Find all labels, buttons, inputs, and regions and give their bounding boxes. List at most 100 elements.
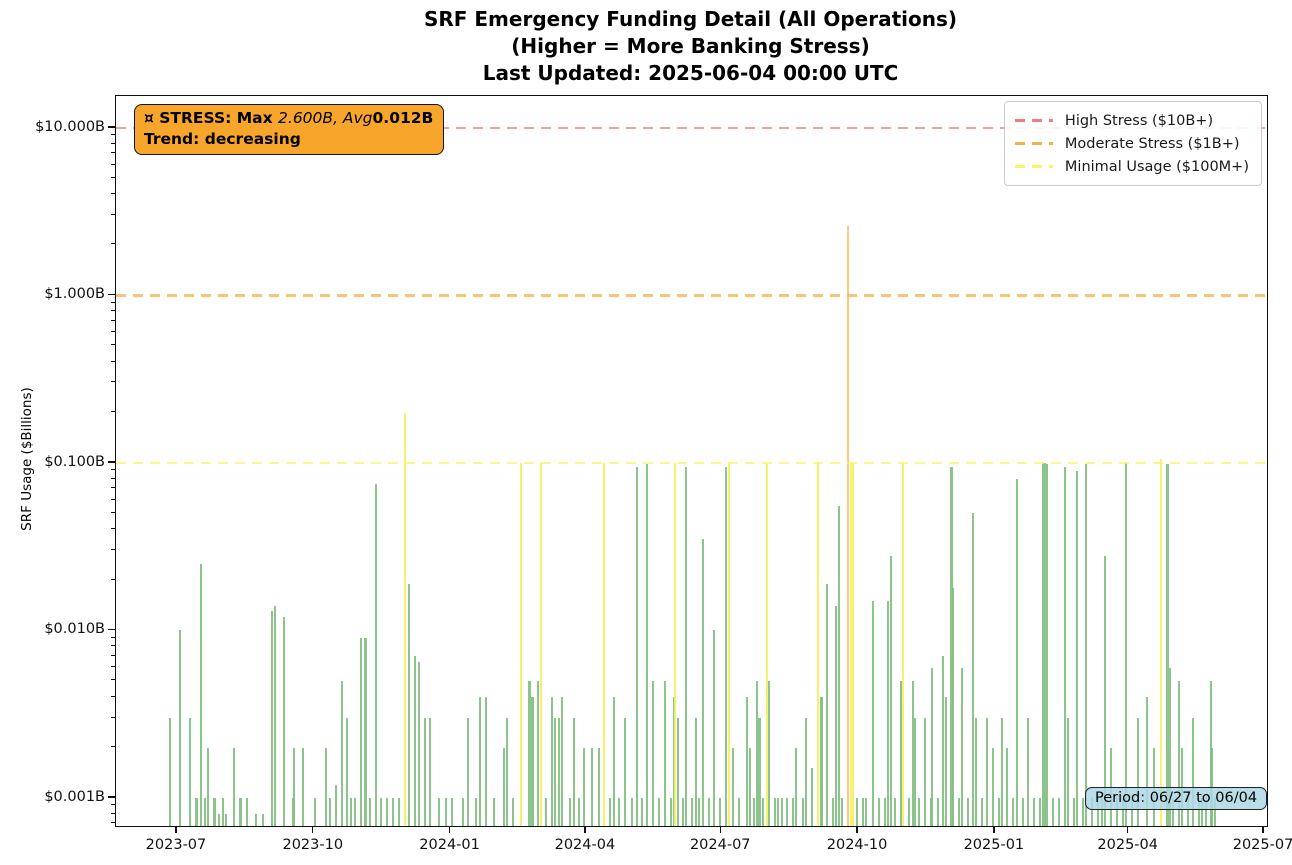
srf-operation-bar [664,681,666,826]
srf-operation-bar [847,226,849,826]
srf-operation-bar [418,662,420,826]
srf-operation-bar [942,656,944,826]
srf-operation-bar [967,798,969,826]
srf-operation-bar [583,748,585,827]
stress-annotation-box: ¤ STRESS: Max 2.600B, Avg0.012B Trend: d… [134,104,444,155]
srf-operation-bar [408,584,410,826]
srf-operation-bar [841,798,843,826]
srf-operation-bar [986,718,988,826]
srf-operation-bar [908,798,910,826]
srf-operation-bar [414,656,416,826]
srf-operation-bar [890,556,892,827]
y-minor-tick-mark [111,361,115,362]
srf-operation-bar [293,748,295,827]
y-minor-tick-mark [111,152,115,153]
srf-operation-bar [302,748,304,827]
srf-operation-bar [369,798,371,826]
srf-operation-bar [520,463,522,826]
srf-operation-bar [274,606,276,826]
y-minor-tick-mark [111,143,115,144]
srf-operation-bar [506,718,508,826]
srf-operation-bar [558,718,560,826]
srf-operation-bar [981,798,983,826]
srf-operation-bar [386,798,388,826]
srf-operation-bar [872,601,874,826]
y-tick-label: $1.000B [15,286,105,302]
x-tick-label: 2024-01 [419,837,480,853]
stress-annotation-line1: ¤ STRESS: Max 2.600B, Avg0.012B [144,108,433,129]
srf-operation-bar [713,630,715,826]
srf-operation-bar [1082,798,1084,826]
srf-operation-bar [835,606,837,826]
srf-operation-bar [975,718,977,826]
srf-operation-bar [746,697,748,826]
y-minor-tick-mark [111,411,115,412]
srf-operation-bar [392,798,394,826]
srf-operation-bar [914,718,916,826]
srf-operation-bar [283,617,285,826]
y-minor-tick-mark [111,344,115,345]
srf-operation-bar [805,718,807,826]
srf-operation-bar [360,638,362,826]
y-minor-tick-mark [111,310,115,311]
srf-operation-bar [1033,798,1035,826]
srf-operation-bar [239,798,242,826]
stress-annotation-line2: Trend: decreasing [144,129,433,150]
y-minor-tick-mark [111,813,115,814]
srf-operation-bar [811,768,813,826]
period-annotation-box: Period: 06/27 to 06/04 [1085,787,1267,810]
x-tick-label: 2024-07 [690,837,751,853]
srf-operation-bar [467,718,469,826]
srf-operation-bar [698,798,700,826]
srf-operation-bar [551,697,553,826]
legend-item-minimal-usage: Minimal Usage ($100M+) [1015,155,1249,178]
y-minor-tick-mark [111,478,115,479]
y-minor-tick-mark [111,164,115,165]
srf-operation-bar [364,638,367,826]
srf-operation-bar [937,798,939,826]
srf-operation-bar [1085,464,1087,826]
srf-operation-bar [169,718,171,826]
srf-operation-bar [350,798,352,826]
chart-title-line1: SRF Emergency Funding Detail (All Operat… [115,6,1266,33]
srf-operation-bar [341,681,343,826]
srf-operation-bar [404,413,406,827]
srf-operation-bar [792,798,794,826]
x-tick-mark [1262,827,1263,833]
x-tick-mark [1127,827,1128,833]
y-minor-tick-mark [111,804,115,805]
srf-operation-bar [314,798,316,826]
srf-operation-bar [691,798,693,826]
srf-operation-bar [961,668,963,826]
srf-operation-bar [429,718,431,826]
srf-operation-bar [578,798,580,826]
srf-operation-bar [545,798,547,826]
srf-operation-bar [1073,798,1075,826]
y-minor-tick-mark [111,512,115,513]
srf-operation-bar [438,798,440,826]
y-minor-tick-mark [111,528,115,529]
y-minor-tick-mark [111,381,115,382]
srf-operation-bar [670,798,672,826]
threshold-line [116,294,1267,296]
srf-operation-bar [856,798,858,826]
y-minor-tick-mark [111,822,115,823]
srf-operation-bar [1076,471,1078,826]
srf-operation-bar [652,681,654,826]
srf-operation-bar [1039,798,1041,826]
y-tick-mark [108,629,115,630]
srf-operation-bar [1046,464,1048,826]
srf-operation-bar [795,748,797,827]
x-tick-label: 2025-04 [1097,837,1158,853]
srf-operation-bar [749,748,751,827]
x-tick-label: 2024-10 [827,837,888,853]
srf-operation-bar [732,748,734,827]
threshold-line [116,462,1267,464]
srf-operation-bar [998,798,1000,826]
srf-operation-bar [189,718,191,826]
red-dashed-line-swatch [1015,119,1053,122]
srf-operation-bar [445,798,447,826]
srf-operation-bar [884,798,886,826]
srf-operation-bar [674,463,676,826]
srf-operation-bar [945,697,947,826]
